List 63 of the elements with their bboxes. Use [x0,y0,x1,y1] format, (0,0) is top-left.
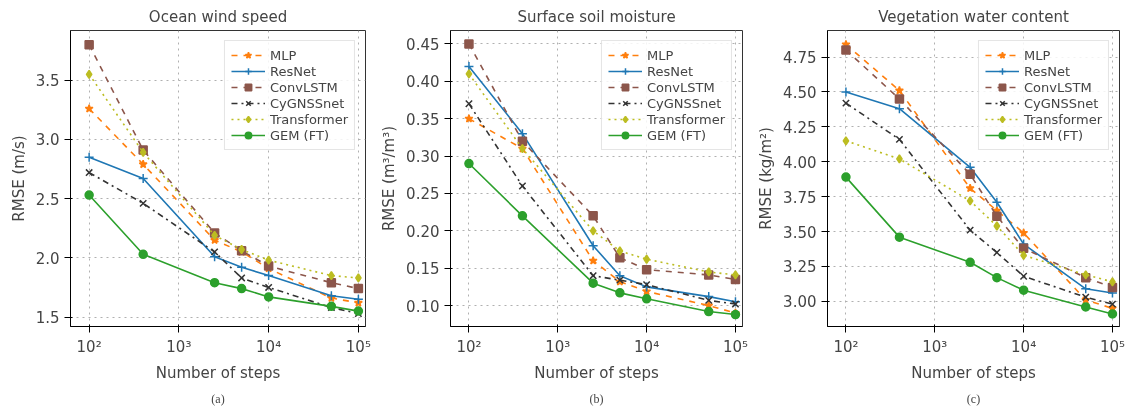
x-axis-title: Number of steps [911,363,1036,382]
chart-title: Ocean wind speed [148,7,288,26]
legend-label: CyGNSSnet [269,95,345,111]
x-tick-label: 10³ [545,337,571,356]
y-axis-title: RMSE (m³/m³) [380,125,399,232]
y-tick-label: 0.40 [406,73,440,92]
x-tick-label: 10² [456,337,482,356]
legend-label: ConvLSTM [1023,79,1092,95]
y-tick-label: 3.00 [783,293,817,312]
y-tick-label: 4.25 [783,118,817,137]
x-tick-label: 10⁴ [1011,337,1037,356]
legend-label: ResNet [269,63,317,79]
legend-label: ResNet [1023,63,1071,79]
chart-title: Vegetation water content [878,7,1069,26]
legend-label: ConvLSTM [269,79,338,95]
legend-label: GEM (FT) [646,127,706,143]
x-tick-label: 10² [76,337,102,356]
x-tick-label: 10² [833,337,859,356]
y-tick-label: 0.10 [406,297,440,316]
y-axis-title: RMSE (kg/m²) [757,127,776,230]
x-tick-label: 10³ [922,337,948,356]
chart-title: Surface soil moisture [517,7,676,26]
legend-label: ResNet [646,63,694,79]
x-tick-label: 10⁴ [634,337,660,356]
y-tick-label: 0.45 [406,35,440,54]
y-tick-label: 0.15 [406,260,440,279]
y-tick-label: 4.00 [783,153,817,172]
y-tick-label: 0.35 [406,110,440,129]
y-tick-label: 4.50 [783,83,817,102]
text: (c) [966,391,981,406]
text: (a) [211,391,225,406]
y-tick-label: 3.50 [783,223,817,242]
y-tick-label: 3.5 [35,72,60,91]
y-tick-label: 0.30 [406,148,440,167]
legend-label: MLP [269,47,297,63]
legend-label: CyGNSSnet [1023,95,1099,111]
x-tick-label: 10⁵ [722,337,749,356]
legend-label: MLP [646,47,674,63]
y-tick-label: 4.75 [783,49,817,68]
legend-label: Transformer [1023,111,1102,127]
legend-label: GEM (FT) [1023,127,1083,143]
legend-label: MLP [1023,47,1051,63]
y-tick-label: 3.0 [35,131,60,150]
y-tick-label: 3.25 [783,258,817,277]
x-tick-label: 10³ [166,337,192,356]
y-tick-label: 2.5 [35,190,60,209]
legend-label: ConvLSTM [646,79,715,95]
x-axis-title: Number of steps [155,363,281,382]
x-axis-title: Number of steps [534,363,659,382]
legend-label: GEM (FT) [269,127,329,143]
y-tick-label: 0.25 [406,185,440,204]
y-tick-label: 1.5 [35,309,60,328]
legend-label: Transformer [646,111,725,127]
y-tick-label: 3.75 [783,188,817,207]
legend-label: CyGNSSnet [646,95,722,111]
x-tick-label: 10⁴ [256,337,282,356]
y-tick-label: 0.20 [406,222,440,241]
text: (b) [589,391,604,406]
legend-label: Transformer [269,111,348,127]
y-tick-label: 2.0 [35,249,60,268]
y-axis-title: RMSE (m/s) [9,135,28,222]
x-tick-label: 10⁵ [345,337,371,356]
x-tick-label: 10⁵ [1099,337,1126,356]
